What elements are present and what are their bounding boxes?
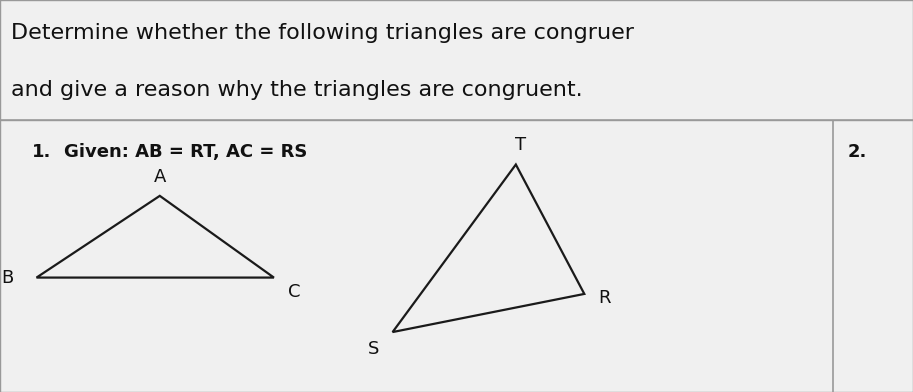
Text: A: A: [153, 168, 166, 186]
Text: C: C: [288, 283, 300, 301]
Text: R: R: [598, 289, 611, 307]
Text: 1.: 1.: [32, 143, 51, 161]
Text: S: S: [368, 340, 379, 358]
Text: T: T: [515, 136, 526, 154]
Text: and give a reason why the triangles are congruent.: and give a reason why the triangles are …: [11, 80, 582, 100]
Text: 2.: 2.: [847, 143, 866, 161]
Text: Determine whether the following triangles are congruer: Determine whether the following triangle…: [11, 24, 634, 44]
Text: B: B: [2, 269, 14, 287]
Text: Given: AB = RT, AC = RS: Given: AB = RT, AC = RS: [64, 143, 308, 161]
